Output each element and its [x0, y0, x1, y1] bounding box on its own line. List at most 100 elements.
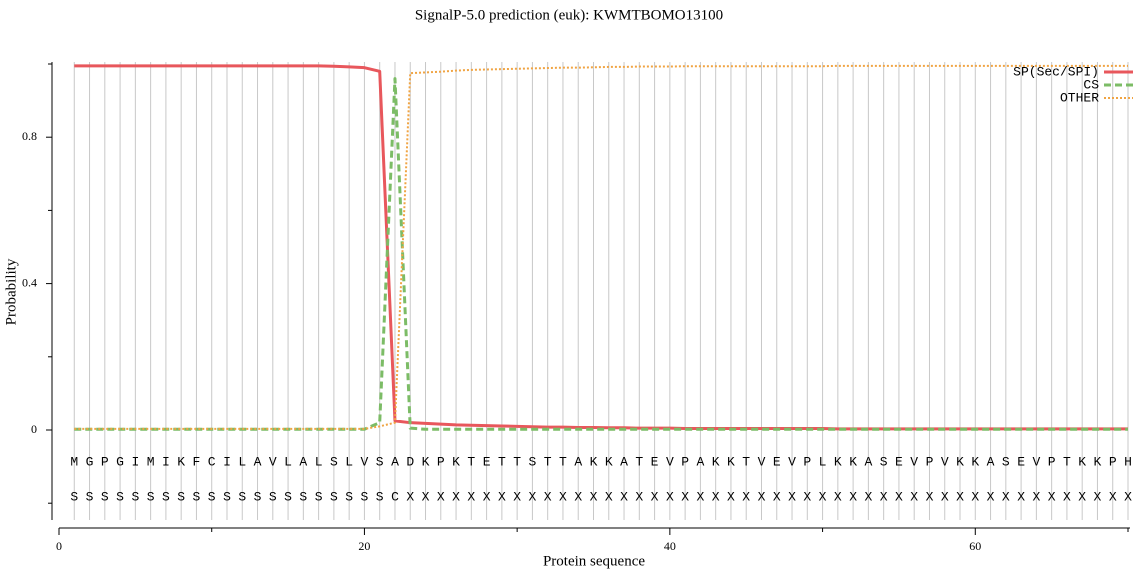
- residue-annotation: S: [147, 489, 155, 504]
- residue-annotation: X: [452, 489, 460, 504]
- residue-letter: I: [223, 454, 231, 469]
- residue-letter: T: [467, 454, 475, 469]
- residue-annotation: X: [1109, 489, 1117, 504]
- residue-annotation: X: [758, 489, 766, 504]
- residue-annotation: S: [101, 489, 109, 504]
- residue-annotation: S: [86, 489, 94, 504]
- residue-letter: E: [651, 454, 659, 469]
- residue-annotation: X: [1048, 489, 1056, 504]
- residue-annotation: X: [1063, 489, 1071, 504]
- residue-annotation: X: [788, 489, 796, 504]
- residue-annotation: X: [605, 489, 613, 504]
- residue-annotation: X: [803, 489, 811, 504]
- residue-letter: A: [987, 454, 995, 469]
- y-tick-label: 0: [31, 422, 37, 436]
- residue-annotation: X: [696, 489, 704, 504]
- residue-letter: K: [712, 454, 720, 469]
- residue-annotation: S: [223, 489, 231, 504]
- residue-letter: T: [544, 454, 552, 469]
- residue-annotation: X: [864, 489, 872, 504]
- residue-letter: G: [116, 454, 124, 469]
- residue-letter: A: [254, 454, 262, 469]
- residue-annotation: S: [299, 489, 307, 504]
- residue-letter: L: [238, 454, 246, 469]
- residue-letter: V: [666, 454, 674, 469]
- residue-annotation: S: [315, 489, 323, 504]
- residue-annotation: X: [1017, 489, 1025, 504]
- residue-annotation: X: [544, 489, 552, 504]
- residue-letter: K: [177, 454, 185, 469]
- residue-letter: A: [299, 454, 307, 469]
- residue-annotation: X: [712, 489, 720, 504]
- residue-annotation: S: [238, 489, 246, 504]
- residue-annotation: S: [269, 489, 277, 504]
- residue-annotation: S: [177, 489, 185, 504]
- residue-annotation: X: [1124, 489, 1132, 504]
- residue-annotation: X: [437, 489, 445, 504]
- residue-annotation: S: [254, 489, 262, 504]
- residue-letter: M: [70, 454, 78, 469]
- residue-letter: K: [1078, 454, 1086, 469]
- x-tick-label: 0: [56, 539, 62, 553]
- residue-annotation: X: [849, 489, 857, 504]
- residue-letter: V: [941, 454, 949, 469]
- residue-letter: G: [86, 454, 94, 469]
- residue-annotation: X: [681, 489, 689, 504]
- residue-letter: K: [849, 454, 857, 469]
- x-tick-label: 60: [969, 539, 981, 553]
- residue-annotation: X: [880, 489, 888, 504]
- residue-letter: V: [269, 454, 277, 469]
- residue-annotation: X: [727, 489, 735, 504]
- residue-letter: K: [956, 454, 964, 469]
- residue-letter: K: [727, 454, 735, 469]
- residue-letter: V: [910, 454, 918, 469]
- residue-annotation: S: [131, 489, 139, 504]
- residue-letter: K: [605, 454, 613, 469]
- residue-letter: P: [803, 454, 811, 469]
- residue-annotation: X: [513, 489, 521, 504]
- residue-letter: T: [635, 454, 643, 469]
- series-line: [74, 64, 1128, 430]
- residue-annotation: X: [926, 489, 934, 504]
- residue-annotation: X: [956, 489, 964, 504]
- residue-letter: A: [391, 454, 399, 469]
- residue-letter: S: [880, 454, 888, 469]
- residue-annotation: S: [345, 489, 353, 504]
- residue-letter: S: [330, 454, 338, 469]
- residue-letter: K: [971, 454, 979, 469]
- residue-letter: S: [376, 454, 384, 469]
- residue-letter: D: [406, 454, 414, 469]
- y-tick-label: 0.8: [22, 129, 37, 143]
- residue-letter: V: [361, 454, 369, 469]
- residue-letter: V: [1032, 454, 1040, 469]
- residue-annotation: S: [70, 489, 78, 504]
- residue-annotation: X: [498, 489, 506, 504]
- residue-letter: P: [681, 454, 689, 469]
- residue-annotation: X: [834, 489, 842, 504]
- residue-annotation: S: [116, 489, 124, 504]
- residue-annotation: S: [208, 489, 216, 504]
- residue-annotation: X: [422, 489, 430, 504]
- residue-letter: K: [590, 454, 598, 469]
- residue-letter: K: [834, 454, 842, 469]
- residue-letter: K: [422, 454, 430, 469]
- residue-annotation: X: [1002, 489, 1010, 504]
- residue-annotation: X: [590, 489, 598, 504]
- residue-annotation: X: [773, 489, 781, 504]
- residue-letter: P: [1048, 454, 1056, 469]
- residue-letter: M: [147, 454, 155, 469]
- residue-letter: A: [864, 454, 872, 469]
- residue-annotation: X: [574, 489, 582, 504]
- residue-annotation: S: [193, 489, 201, 504]
- residue-annotation: S: [284, 489, 292, 504]
- residue-letter: V: [788, 454, 796, 469]
- x-tick-label: 40: [664, 539, 676, 553]
- residue-letter: K: [1094, 454, 1102, 469]
- residue-annotation: X: [819, 489, 827, 504]
- residue-annotation: X: [1078, 489, 1086, 504]
- residue-letter: E: [773, 454, 781, 469]
- y-axis-title: Probability: [3, 258, 19, 325]
- residue-letter: P: [1109, 454, 1117, 469]
- series-line: [74, 77, 1128, 431]
- residue-annotation: S: [162, 489, 170, 504]
